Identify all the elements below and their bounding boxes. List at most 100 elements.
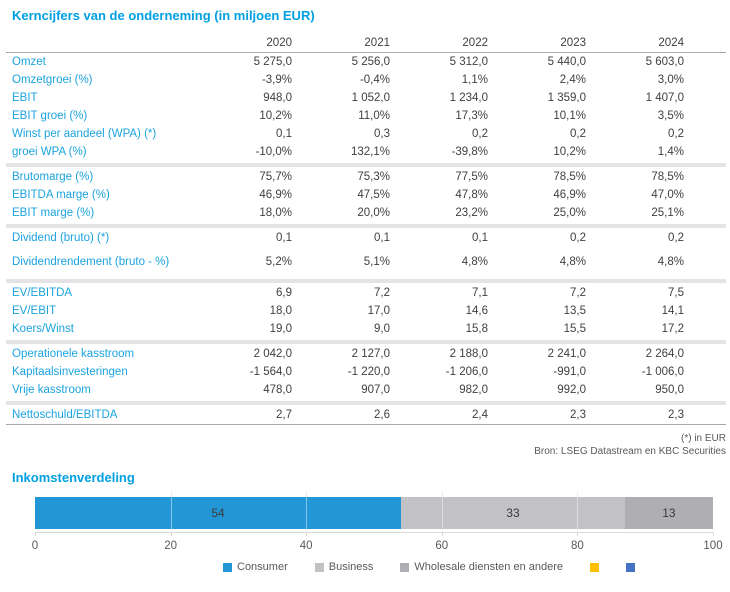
cell: 4,8% (461, 256, 488, 268)
cell: 0,1 (276, 128, 292, 140)
stacked-bar: 54 33 13 (35, 497, 713, 529)
chart-title: Inkomstenverdeling (12, 470, 135, 485)
cell: 46,9% (553, 189, 586, 201)
cell: 2 264,0 (645, 348, 684, 360)
cell: 2 241,0 (547, 348, 586, 360)
row-label: EBITDA marge (%) (12, 188, 110, 201)
cell: 14,1 (661, 305, 684, 317)
table-row: Brutomarge (%) 75,7% 75,3% 77,5% 78,5% 7… (6, 168, 726, 186)
cell: 478,0 (263, 384, 292, 396)
cell: 0,1 (276, 232, 292, 244)
cell: 15,8 (465, 323, 488, 335)
cell: 23,2% (455, 207, 488, 219)
cell: 132,1% (350, 146, 390, 158)
cell: 18,0 (269, 305, 292, 317)
section-separator (6, 162, 726, 167)
cell: 2 127,0 (351, 348, 390, 360)
table-row: EV/EBITDA 6,9 7,2 7,1 7,2 7,5 (6, 284, 726, 302)
axis-tick (35, 532, 36, 536)
cell: 18,0% (259, 207, 292, 219)
legend-swatch-icon (590, 562, 599, 572)
cell: 948,0 (263, 92, 292, 104)
cell: -0,4% (359, 74, 390, 86)
cell: 11,0% (358, 110, 390, 122)
cell: 13,5 (563, 305, 586, 317)
x-axis-tick-label: 40 (299, 540, 313, 552)
year-header: 2022 (462, 36, 488, 49)
table-row: Nettoschuld/EBITDA 2,7 2,6 2,4 2,3 2,3 (6, 406, 726, 424)
row-label: Dividend (bruto) (*) (12, 231, 110, 244)
cell: 9,0 (374, 323, 390, 335)
year-header: 2021 (364, 36, 390, 49)
cell: 982,0 (459, 384, 488, 396)
section-separator (6, 223, 726, 228)
cell: -1 220,0 (347, 366, 390, 378)
chart-legend: Consumer Business Wholesale diensten en an… (64, 561, 730, 573)
cell: 4,8% (657, 256, 684, 268)
cell: 5 312,0 (449, 56, 488, 68)
cell: 5 440,0 (547, 56, 586, 68)
row-label: Kapitaalsinvesteringen (12, 365, 128, 378)
cell: 20,0% (357, 207, 390, 219)
table-row: EV/EBIT 18,0 17,0 14,6 13,5 14,1 (6, 302, 726, 320)
bar-segment-value: 33 (506, 506, 520, 520)
section-separator (6, 400, 726, 405)
cell: 2,4 (472, 409, 488, 421)
cell: 5 275,0 (253, 56, 292, 68)
cell: 0,2 (668, 128, 684, 140)
cell: 5 256,0 (351, 56, 390, 68)
x-axis-tick-label: 80 (570, 540, 584, 552)
table-row: Dividendrendement (bruto - %) 5,2% 5,1% … (6, 247, 726, 277)
gridline (441, 497, 443, 529)
cell: -1 564,0 (249, 366, 292, 378)
cell: 2 188,0 (449, 348, 488, 360)
x-axis-tick-label: 100 (703, 540, 723, 552)
cell: 5 603,0 (645, 56, 684, 68)
cell: 2,7 (276, 409, 292, 421)
row-label: EBIT (12, 91, 38, 104)
cell: 17,3% (455, 110, 488, 122)
table-row: groei WPA (%) -10,0% 132,1% -39,8% 10,2%… (6, 143, 726, 161)
cell: 46,9% (259, 189, 292, 201)
axis-tick (170, 532, 172, 536)
table-row: Winst per aandeel (WPA) (*) 0,1 0,3 0,2 … (6, 125, 726, 143)
table-row: Omzet 5 275,0 5 256,0 5 312,0 5 440,0 5 … (6, 53, 726, 71)
cell: 78,5% (553, 171, 586, 183)
cell: 10,2% (553, 146, 586, 158)
section-separator (6, 339, 726, 344)
source-note: Bron: LSEG Datastream en KBC Securities (534, 446, 726, 457)
table-row: Dividend (bruto) (*) 0,1 0,1 0,1 0,2 0,2 (6, 229, 726, 247)
cell: 1,1% (461, 74, 488, 86)
gridline (170, 497, 172, 529)
bar-segment-wholesale: 13 (624, 497, 713, 529)
axis-tick (441, 532, 443, 536)
cell: 17,2 (661, 323, 684, 335)
legend-item: Wholesale diensten en andere (400, 561, 563, 573)
cell: 1 052,0 (351, 92, 390, 104)
cell: 10,2% (259, 110, 292, 122)
row-label: Winst per aandeel (WPA) (*) (12, 127, 157, 140)
cell: 992,0 (557, 384, 586, 396)
cell: 2,3 (570, 409, 586, 421)
cell: 17,0 (367, 305, 390, 317)
cell: 77,5% (455, 171, 488, 183)
cell: -991,0 (553, 366, 586, 378)
legend-label: Consumer (237, 561, 288, 573)
cell: -10,0% (255, 146, 292, 158)
cell: 1 407,0 (645, 92, 684, 104)
cell: 3,5% (657, 110, 684, 122)
cell: 0,1 (472, 232, 488, 244)
cell: 75,7% (259, 171, 292, 183)
year-header: 2023 (560, 36, 586, 49)
cell: 75,3% (357, 171, 390, 183)
legend-swatch-icon (314, 562, 324, 572)
legend-swatch-icon (626, 562, 635, 572)
legend-swatch-icon (223, 562, 232, 572)
legend-item: Consumer (223, 561, 288, 573)
row-label: Omzet (12, 55, 46, 68)
cell: 7,5 (668, 287, 684, 299)
cell: 3,0% (657, 74, 684, 86)
bar-segment-value: 54 (211, 506, 225, 520)
bar-segment-consumer: 54 (35, 497, 402, 529)
cell: 1,4% (657, 146, 684, 158)
